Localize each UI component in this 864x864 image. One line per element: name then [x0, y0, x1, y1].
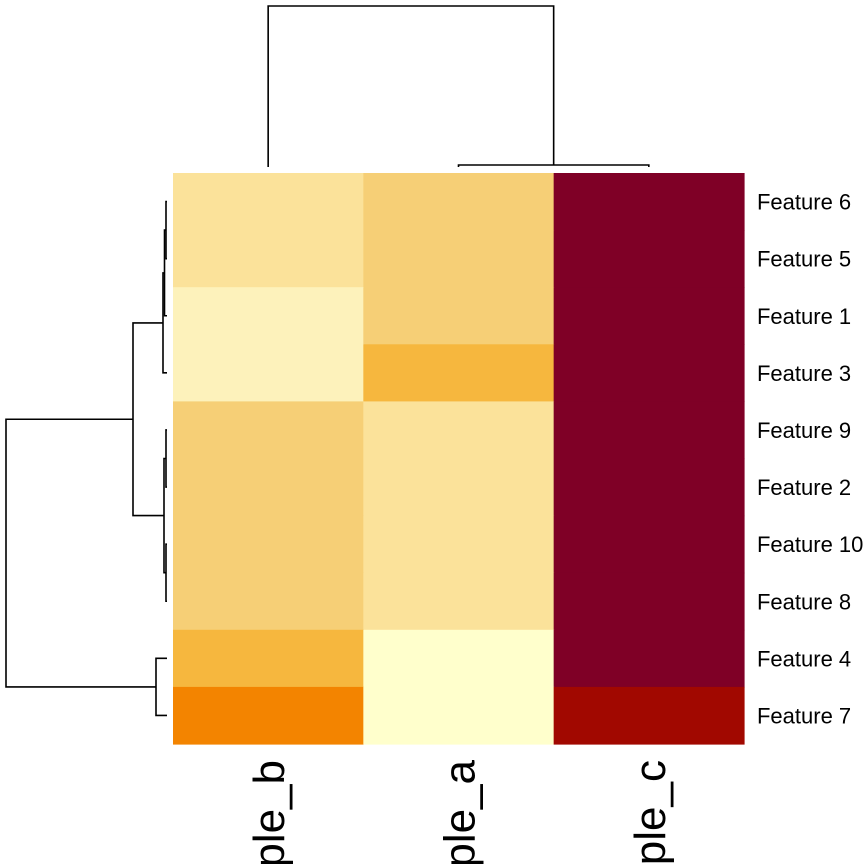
- heatmap-cell: [363, 401, 555, 460]
- dendrogram-branch: [155, 657, 167, 717]
- row-labels: Feature 6 Feature 5 Feature 1 Feature 3 Feat…: [757, 190, 863, 729]
- row-dendrogram: [5, 200, 167, 717]
- heatmap-cell: [553, 287, 745, 345]
- row-label: Feature 5: [757, 247, 851, 272]
- heatmap-cell: [173, 458, 364, 517]
- heatmap-cell: [173, 572, 364, 631]
- dendrogram-branch: [132, 322, 164, 517]
- dendrogram-branch: [457, 164, 650, 167]
- column-label: ple_b: [245, 760, 294, 864]
- heatmap-cell: [363, 686, 555, 745]
- heatmap-cell: [363, 287, 555, 345]
- heatmap-cell: [553, 401, 745, 460]
- row-label: Feature 1: [757, 304, 851, 329]
- heatmap-cell: [553, 458, 745, 517]
- row-label: Feature 10: [757, 532, 863, 557]
- heatmap-cell: [363, 458, 555, 517]
- heatmap-cell: [363, 572, 555, 631]
- heatmap-cell: [553, 173, 745, 231]
- row-label: Feature 2: [757, 475, 851, 500]
- dendrogram-branch: [165, 543, 167, 603]
- heatmap-cell: [363, 173, 555, 231]
- row-label: Feature 9: [757, 418, 851, 443]
- column-dendrogram: [267, 5, 650, 167]
- row-label: Feature 3: [757, 361, 851, 386]
- row-label: Feature 7: [757, 703, 851, 728]
- heatmap-cell: [553, 572, 745, 631]
- heatmap-cell: [363, 515, 555, 574]
- heatmap-cell: [173, 401, 364, 460]
- heatmap-cell: [553, 515, 745, 574]
- dendrogram-branch: [165, 200, 167, 260]
- heatmap-cell: [173, 344, 364, 402]
- heatmap-cell: [553, 686, 745, 745]
- row-label: Feature 6: [757, 190, 851, 215]
- heatmap-cell: [173, 230, 364, 288]
- dendrogram-branch: [5, 418, 156, 688]
- row-label: Feature 8: [757, 589, 851, 614]
- heatmap-cell: [553, 344, 745, 402]
- heatmap-cell: [173, 686, 364, 745]
- heatmap-cell: [363, 629, 555, 688]
- heatmap-cell: [173, 173, 364, 231]
- dendrogram-branch: [165, 429, 167, 488]
- heatmap-cell: [363, 230, 555, 288]
- heatmap-cell: [173, 515, 364, 574]
- heatmap-cells: [173, 173, 745, 745]
- column-label: ple_c: [626, 760, 675, 864]
- heatmap-cell: [553, 629, 745, 688]
- row-label: Feature 4: [757, 646, 851, 671]
- dendrogram-branch: [267, 5, 555, 167]
- column-label: ple_a: [435, 759, 484, 864]
- heatmap-cell: [363, 344, 555, 402]
- column-labels: ple_b ple_a ple_c: [245, 759, 675, 864]
- heatmap-cell: [173, 629, 364, 688]
- heatmap-cell: [553, 230, 745, 288]
- heatmap-cell: [173, 287, 364, 345]
